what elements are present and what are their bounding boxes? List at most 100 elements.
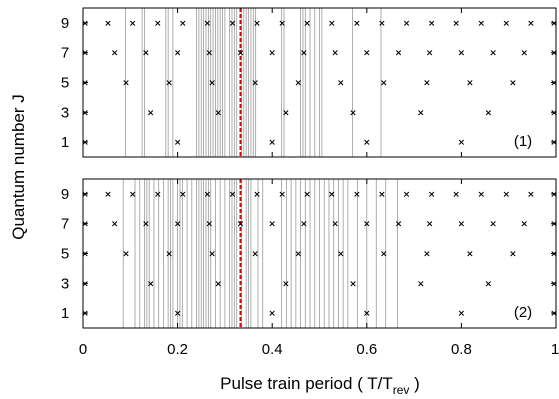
data-point: × — [142, 220, 150, 230]
data-point: × — [268, 220, 276, 230]
data-point: × — [521, 49, 529, 59]
data-point: × — [278, 190, 286, 200]
data-point: × — [229, 190, 237, 200]
data-point: × — [129, 19, 137, 29]
y-tick-label: 3 — [61, 275, 69, 292]
data-point: × — [104, 19, 112, 29]
data-point: × — [426, 220, 434, 230]
data-point: × — [452, 19, 460, 29]
x-tick-label: 0.8 — [451, 341, 472, 358]
data-point: × — [349, 108, 357, 118]
data-point: × — [208, 250, 216, 260]
data-point: × — [550, 220, 558, 230]
y-tick-label: 7 — [61, 45, 69, 62]
y-tick-label: 9 — [61, 186, 69, 203]
data-point: × — [485, 108, 493, 118]
data-point: × — [165, 250, 173, 260]
y-tick-label: 5 — [61, 75, 69, 92]
panel-label: (1) — [514, 133, 532, 150]
data-point: × — [129, 190, 137, 200]
data-point: × — [204, 19, 212, 29]
data-point: × — [81, 19, 89, 29]
data-point: × — [503, 190, 511, 200]
data-point: × — [550, 108, 558, 118]
data-point: × — [353, 19, 361, 29]
x-axis-label-main: Pulse train period ( T/T — [220, 374, 393, 393]
data-point: × — [303, 190, 311, 200]
data-point: × — [458, 49, 466, 59]
data-point: × — [331, 220, 339, 230]
data-point: × — [81, 108, 89, 118]
data-point: × — [174, 138, 182, 148]
panel-label: (2) — [514, 304, 532, 321]
data-point: × — [294, 250, 302, 260]
y-tick-label: 9 — [61, 15, 69, 32]
data-point: × — [426, 49, 434, 59]
data-point: × — [428, 19, 436, 29]
data-point: × — [215, 108, 223, 118]
data-point: × — [251, 79, 259, 89]
data-point: × — [509, 250, 517, 260]
data-point: × — [208, 79, 216, 89]
data-point: × — [423, 79, 431, 89]
data-point: × — [477, 19, 485, 29]
data-point: × — [337, 250, 345, 260]
y-tick-label: 7 — [61, 216, 69, 233]
data-point: × — [380, 79, 388, 89]
data-point: × — [550, 19, 558, 29]
data-point: × — [417, 279, 425, 289]
data-point: × — [174, 220, 182, 230]
data-point: × — [154, 190, 162, 200]
data-point: × — [294, 79, 302, 89]
data-point: × — [363, 309, 371, 319]
data-point: × — [179, 19, 187, 29]
data-point: × — [353, 190, 361, 200]
data-point: × — [237, 220, 245, 230]
data-point: × — [550, 279, 558, 289]
data-point: × — [81, 250, 89, 260]
data-point: × — [417, 108, 425, 118]
data-point: × — [122, 250, 130, 260]
data-point: × — [403, 19, 411, 29]
data-point: × — [81, 309, 89, 319]
data-point: × — [477, 190, 485, 200]
data-point: × — [328, 190, 336, 200]
data-point: × — [253, 19, 261, 29]
data-point: × — [81, 138, 89, 148]
data-point: × — [81, 190, 89, 200]
data-point: × — [337, 79, 345, 89]
data-point: × — [81, 279, 89, 289]
data-point: × — [282, 108, 290, 118]
data-point: × — [466, 250, 474, 260]
x-tick-label: 1 — [551, 341, 559, 358]
data-point: × — [550, 309, 558, 319]
x-tick-label: 0 — [79, 341, 87, 358]
data-point: × — [142, 49, 150, 59]
y-tick-label: 1 — [61, 305, 69, 322]
data-point: × — [300, 49, 308, 59]
data-point: × — [81, 220, 89, 230]
data-point: × — [111, 220, 119, 230]
data-point: × — [521, 220, 529, 230]
data-point: × — [458, 220, 466, 230]
data-point: × — [206, 49, 214, 59]
data-point: × — [174, 309, 182, 319]
data-point: × — [466, 79, 474, 89]
x-axis-label-subscript: rev — [393, 383, 410, 397]
x-tick-label: 0.4 — [262, 341, 283, 358]
data-point: × — [550, 138, 558, 148]
data-point: × — [527, 19, 535, 29]
data-point: × — [251, 250, 259, 260]
data-point: × — [179, 190, 187, 200]
data-point: × — [550, 79, 558, 89]
data-point: × — [509, 79, 517, 89]
data-point: × — [503, 19, 511, 29]
data-point: × — [550, 250, 558, 260]
data-point: × — [331, 49, 339, 59]
data-point: × — [458, 309, 466, 319]
x-axis-label-end: ) — [409, 374, 419, 393]
data-point: × — [300, 220, 308, 230]
data-point: × — [363, 220, 371, 230]
data-point: × — [458, 138, 466, 148]
